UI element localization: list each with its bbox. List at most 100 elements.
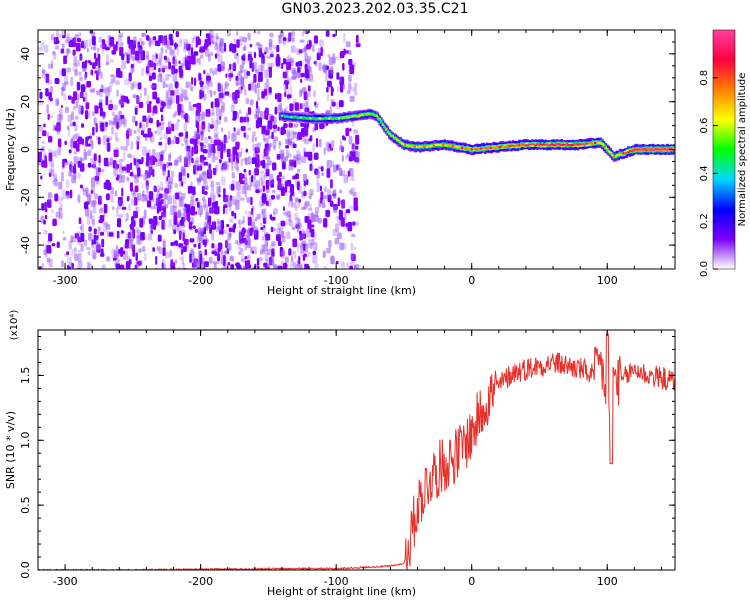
noise-blob [270, 115, 275, 122]
noise-blob [165, 90, 171, 98]
noise-blob [83, 39, 89, 48]
noise-blob [280, 184, 285, 189]
noise-blob [317, 217, 322, 224]
noise-blob [217, 242, 223, 250]
noise-blob [127, 153, 131, 158]
ridge-segment [401, 142, 404, 145]
noise-blob [72, 133, 78, 139]
noise-blob [224, 81, 229, 90]
ridge-segment [588, 142, 591, 145]
noise-blob [277, 222, 281, 231]
ridge-peak [356, 114, 360, 118]
noise-blob [95, 67, 101, 77]
noise-blob [74, 62, 77, 67]
noise-blob [108, 120, 113, 125]
noise-blob [228, 231, 232, 236]
noise-blob [130, 239, 133, 249]
noise-blob [126, 54, 130, 64]
noise-blob [48, 168, 52, 174]
noise-blob [264, 143, 270, 151]
ridge-segment [282, 114, 285, 117]
noise-blob [158, 141, 163, 146]
noise-blob [231, 210, 235, 217]
noise-blob [177, 119, 181, 123]
noise-blob [257, 43, 263, 51]
noise-blob [246, 120, 250, 126]
noise-blob [195, 115, 200, 123]
noise-blob [190, 86, 194, 92]
noise-blob [74, 69, 78, 76]
noise-blob [55, 98, 59, 107]
noise-blob [180, 111, 185, 118]
ridge-segment [560, 144, 564, 147]
noise-blob [330, 99, 335, 103]
noise-blob [136, 235, 141, 245]
noise-blob [311, 224, 315, 228]
noise-blob [345, 209, 351, 214]
noise-blob [287, 131, 291, 139]
noise-blob [210, 147, 213, 157]
ridge-peak [451, 144, 454, 148]
colorbar-label: Normalized spectral amplitude [737, 73, 748, 227]
noise-blob [93, 117, 97, 126]
noise-blob [256, 82, 260, 89]
ridge-segment [397, 139, 401, 142]
noise-blob [238, 222, 242, 229]
ridge-peak [394, 137, 398, 141]
noise-blob [226, 233, 231, 240]
ridge-segment [606, 147, 609, 150]
noise-blob [81, 123, 85, 128]
noise-blob [351, 233, 356, 238]
noise-blob [273, 145, 276, 151]
noise-blob [203, 221, 209, 228]
noise-blob [138, 198, 142, 203]
ridge-segment [610, 152, 614, 156]
noise-blob [132, 36, 137, 45]
noise-blob [48, 172, 52, 178]
noise-blob [349, 261, 355, 267]
noise-blob [126, 176, 130, 182]
noise-blob [196, 127, 200, 134]
noise-blob [138, 260, 144, 266]
noise-blob [203, 180, 208, 190]
noise-blob [44, 214, 48, 220]
noise-blob [121, 60, 127, 70]
noise-blob [211, 221, 217, 230]
colorbar: 0.00.20.40.60.8 Normalized spectral ampli… [699, 29, 748, 277]
ridge-segment [578, 143, 581, 146]
noise-blob [162, 193, 168, 201]
noise-blob [198, 73, 202, 81]
noise-blob [70, 235, 74, 243]
noise-blob [251, 62, 255, 72]
noise-blob [354, 265, 357, 269]
noise-blob [161, 102, 167, 107]
noise-blob [94, 244, 99, 253]
noise-blob [240, 147, 243, 154]
noise-blob [137, 41, 140, 48]
noise-blob [145, 169, 149, 179]
noise-blob [224, 82, 230, 87]
noise-blob [172, 55, 177, 65]
noise-blob [340, 217, 345, 227]
noise-blob [98, 36, 103, 43]
noise-blob [137, 82, 142, 90]
noise-blob [304, 107, 310, 113]
noise-blob [119, 264, 125, 269]
noise-blob [333, 164, 337, 173]
noise-blob [248, 59, 251, 64]
ridge-segment [326, 118, 329, 120]
noise-blob [225, 73, 228, 78]
noise-blob [321, 203, 326, 208]
noise-blob [132, 228, 136, 239]
noise-blob [264, 129, 270, 136]
ridge-segment [661, 148, 664, 151]
noise-blob [351, 143, 356, 153]
noise-blob [218, 159, 222, 164]
noise-blob [87, 162, 92, 168]
ridge-segment [474, 148, 477, 150]
ridge-segment [630, 150, 634, 152]
noise-blob [249, 99, 254, 106]
noise-blob [244, 157, 249, 166]
noise-blob [261, 91, 265, 99]
noise-blob [121, 206, 127, 210]
